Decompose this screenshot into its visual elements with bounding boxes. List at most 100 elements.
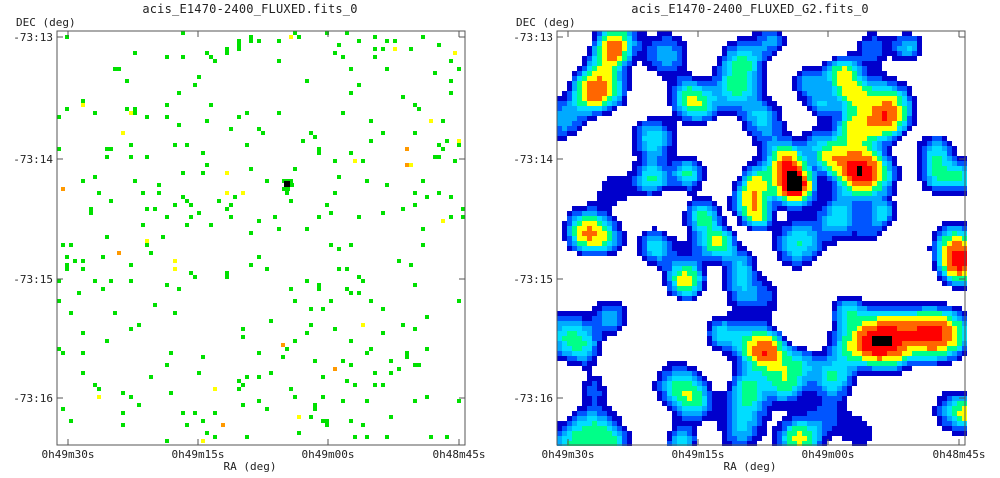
intensity-cell <box>687 206 692 211</box>
intensity-cell <box>767 401 772 406</box>
intensity-cell <box>752 161 757 166</box>
intensity-cell <box>892 341 897 346</box>
heatmap-plot[interactable]: 0h49m30s 0h49m15s 0h49m00s 0h48m45s-73:13-7… <box>500 0 1000 478</box>
intensity-cell <box>752 116 757 121</box>
count-pixel <box>321 375 325 379</box>
intensity-cell <box>852 321 857 326</box>
intensity-cell <box>892 141 897 146</box>
intensity-cell <box>742 436 747 441</box>
intensity-cell <box>797 416 802 421</box>
intensity-cell <box>587 331 592 336</box>
intensity-cell <box>612 186 617 191</box>
intensity-cell <box>762 96 767 101</box>
intensity-cell <box>737 301 742 306</box>
intensity-cell <box>642 51 647 56</box>
intensity-cell <box>872 201 877 206</box>
intensity-cell <box>877 46 882 51</box>
intensity-cell <box>607 406 612 411</box>
intensity-cell <box>937 351 942 356</box>
count-pixel <box>313 135 317 139</box>
intensity-cell <box>642 136 647 141</box>
intensity-cell <box>722 231 727 236</box>
intensity-cell <box>782 181 787 186</box>
intensity-cell <box>852 176 857 181</box>
intensity-cell <box>777 201 782 206</box>
intensity-cell <box>607 51 612 56</box>
intensity-cell <box>747 66 752 71</box>
intensity-cell <box>657 386 662 391</box>
intensity-cell <box>627 36 632 41</box>
intensity-cell <box>607 196 612 201</box>
intensity-cell <box>957 246 962 251</box>
intensity-cell <box>577 411 582 416</box>
intensity-cell <box>787 256 792 261</box>
count-pixel <box>81 259 85 263</box>
intensity-cell <box>947 411 952 416</box>
intensity-cell <box>712 116 717 121</box>
intensity-cell <box>587 61 592 66</box>
count-pixel <box>69 311 73 315</box>
intensity-cell <box>572 71 577 76</box>
intensity-cell <box>682 391 687 396</box>
heatmap-plot[interactable]: 0h49m30s 0h49m15s 0h49m00s 0h48m45s-73:13-7… <box>0 0 500 478</box>
intensity-cell <box>832 331 837 336</box>
intensity-cell <box>902 36 907 41</box>
intensity-cell <box>667 46 672 51</box>
intensity-cell <box>927 246 932 251</box>
intensity-cell <box>772 151 777 156</box>
intensity-cell <box>927 161 932 166</box>
intensity-cell <box>947 236 952 241</box>
intensity-cell <box>812 106 817 111</box>
count-pixel <box>141 223 145 227</box>
intensity-cell <box>782 146 787 151</box>
intensity-cell <box>692 211 697 216</box>
intensity-cell <box>712 231 717 236</box>
count-pixel <box>57 147 61 151</box>
intensity-cell <box>842 346 847 351</box>
intensity-cell <box>717 421 722 426</box>
intensity-cell <box>867 206 872 211</box>
intensity-cell <box>772 291 777 296</box>
intensity-cell <box>957 431 962 436</box>
intensity-cell <box>602 181 607 186</box>
intensity-cell <box>892 51 897 56</box>
intensity-cell <box>562 331 567 336</box>
intensity-cell <box>592 411 597 416</box>
intensity-cell <box>637 161 642 166</box>
intensity-cell <box>687 246 692 251</box>
intensity-cell <box>847 81 852 86</box>
intensity-cell <box>927 151 932 156</box>
intensity-cell <box>602 66 607 71</box>
count-pixel <box>173 143 177 147</box>
intensity-cell <box>752 141 757 146</box>
intensity-cell <box>712 236 717 241</box>
intensity-cell <box>637 51 642 56</box>
intensity-cell <box>697 211 702 216</box>
intensity-cell <box>812 351 817 356</box>
intensity-cell <box>807 236 812 241</box>
intensity-cell <box>822 441 827 446</box>
intensity-cell <box>642 176 647 181</box>
intensity-cell <box>567 311 572 316</box>
intensity-cell <box>597 406 602 411</box>
intensity-cell <box>877 101 882 106</box>
intensity-cell <box>917 51 922 56</box>
intensity-cell <box>672 131 677 136</box>
intensity-cell <box>637 141 642 146</box>
intensity-cell <box>847 181 852 186</box>
intensity-cell <box>677 401 682 406</box>
intensity-cell <box>777 236 782 241</box>
intensity-cell <box>882 361 887 366</box>
intensity-cell <box>732 241 737 246</box>
count-pixel <box>345 31 349 35</box>
intensity-cell <box>882 106 887 111</box>
intensity-cell <box>557 136 562 141</box>
intensity-cell <box>797 261 802 266</box>
intensity-cell <box>812 231 817 236</box>
intensity-cell <box>767 316 772 321</box>
intensity-cell <box>907 366 912 371</box>
intensity-cell <box>797 171 802 176</box>
intensity-cell <box>662 151 667 156</box>
intensity-cell <box>887 361 892 366</box>
intensity-cell <box>687 281 692 286</box>
